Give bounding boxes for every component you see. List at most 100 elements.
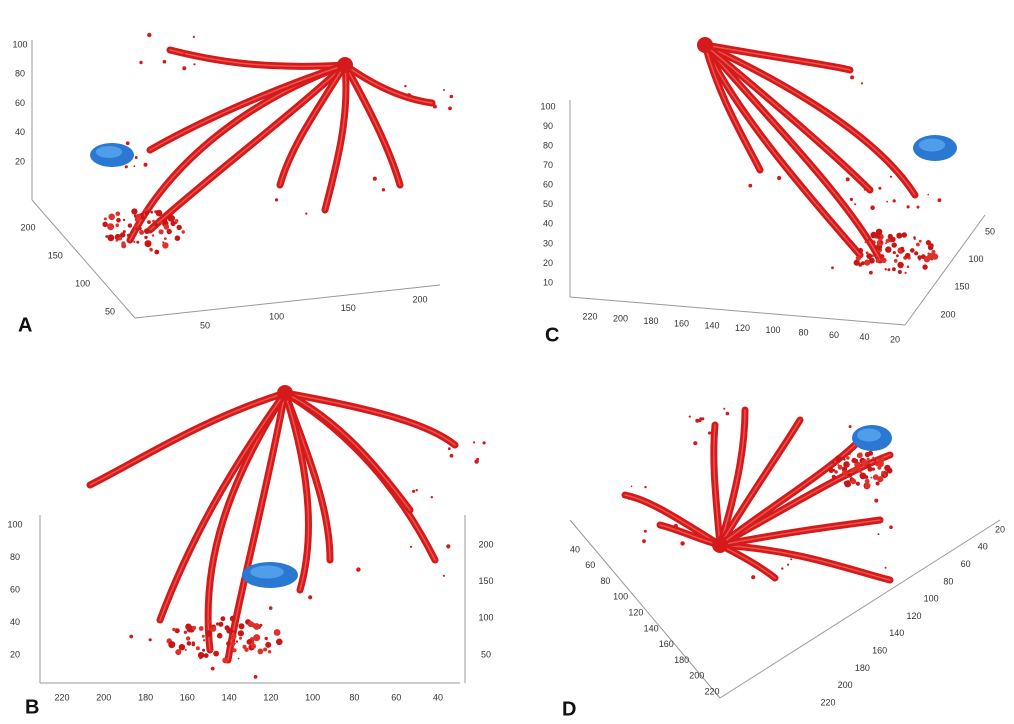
vessel-fragment [880, 254, 885, 259]
vessel-fragment [166, 228, 172, 235]
vessel-fragment [877, 533, 880, 536]
tick-label: 200 [838, 680, 853, 690]
vessel-fragment [867, 466, 873, 472]
vessel-fragment [130, 230, 134, 234]
vessel-fragment [121, 241, 126, 246]
axis-line [569, 296, 906, 326]
vessel-fragment [174, 628, 180, 634]
vessel-fragment [723, 407, 726, 410]
vessel-fragment [264, 636, 268, 641]
vessel-fragment [139, 60, 143, 65]
vessel-fragment [410, 545, 413, 548]
vessel-fragment [878, 257, 881, 260]
vessel-highlight [344, 64, 433, 104]
vessel-fragment [197, 652, 205, 659]
tick-label: 150 [954, 282, 969, 292]
panel-label: C [545, 324, 559, 346]
vessel-fragment [916, 205, 920, 209]
vessel-highlight [284, 392, 411, 511]
vessel-highlight [704, 44, 761, 171]
vessel-fragment [673, 523, 678, 529]
tick-label: 200 [20, 222, 35, 232]
vessel-highlight [284, 392, 456, 446]
vessel-fragment [927, 193, 929, 196]
tick-label: 150 [478, 576, 493, 586]
vessel-fragment [108, 213, 115, 221]
vessel-fragment [850, 478, 857, 485]
vessel-fragment [849, 197, 854, 201]
tick-label: 50 [985, 226, 995, 236]
vessel-fragment [162, 59, 167, 64]
vessel-fragment [203, 653, 209, 658]
vessel-fragment [201, 634, 205, 638]
vessel-fragment [150, 210, 153, 214]
vessel-fragment [902, 174, 906, 178]
vessel-fragment [163, 224, 170, 230]
vessel-fragment [138, 226, 142, 231]
axis-line [719, 519, 1001, 699]
vessel-fragment [870, 205, 875, 210]
tick-label: 40 [433, 692, 443, 702]
vessel-fragment [224, 625, 230, 631]
vessel-fragment [914, 251, 919, 256]
tick-label: 80 [600, 576, 610, 586]
vessel-highlight [279, 64, 346, 186]
tick-label: 40 [978, 542, 988, 552]
vessel-fragment [276, 638, 283, 646]
panel-label: B [25, 696, 39, 718]
vessel-fragment [848, 452, 851, 455]
vessel-fragment [873, 458, 877, 462]
vessel-fragment [147, 220, 151, 225]
vessel-fragment [216, 632, 223, 639]
vessel-fragment [226, 641, 231, 646]
vessel-fragment [125, 141, 130, 146]
tick-label: 60 [585, 560, 595, 570]
vessel-fragment [124, 165, 128, 169]
vessel-fragment [230, 642, 235, 647]
vessel-fragment [251, 643, 257, 649]
vessel-fragment [115, 211, 121, 217]
vessel-fragment [154, 222, 159, 227]
tick-label: 60 [543, 180, 553, 190]
vessel-fragment [107, 235, 109, 237]
vessel-fragment [887, 268, 891, 272]
vessel-fragment [885, 246, 892, 253]
vessel-fragment [922, 264, 928, 270]
vessel-fragment [917, 255, 922, 260]
tick-label: 160 [659, 639, 674, 649]
tick-label: 80 [349, 692, 359, 702]
vessel-fragment [239, 636, 242, 640]
blue-object-highlight [918, 138, 946, 152]
vessel-fragment [247, 621, 254, 628]
tick-label: 20 [543, 258, 553, 268]
vessel-fragment [406, 93, 412, 98]
vessel-fragment [191, 642, 196, 647]
vessel-fragment [432, 104, 437, 109]
vessel-fragment [906, 265, 910, 269]
vessel-fragment [273, 629, 281, 636]
vessel-fragment [412, 489, 416, 493]
tick-label: 50 [200, 320, 210, 330]
vessel-fragment [871, 467, 876, 471]
tick-label: 140 [889, 628, 904, 638]
tick-label: 30 [543, 238, 553, 248]
vessel-fragment [205, 630, 213, 637]
vessel-fragment [381, 188, 386, 192]
tick-label: 40 [10, 617, 20, 627]
vessel-fragment [107, 223, 115, 231]
vessel-fragment [854, 461, 861, 468]
vessel-fragment [253, 634, 261, 642]
vessel-fragment [415, 489, 418, 492]
tick-label: 150 [48, 250, 63, 260]
vessel-fragment [482, 441, 486, 445]
vessel-fragment [850, 75, 855, 80]
vessel-fragment [865, 251, 869, 255]
vessel-fragment [231, 630, 235, 633]
tick-label: 120 [263, 692, 278, 702]
vessel-fragment [885, 242, 887, 245]
tick-label: 120 [906, 611, 921, 621]
vessel-fragment [199, 656, 203, 660]
tick-label: 100 [540, 101, 555, 111]
vessel-fragment [176, 224, 182, 231]
vessel-highlight [704, 44, 851, 71]
